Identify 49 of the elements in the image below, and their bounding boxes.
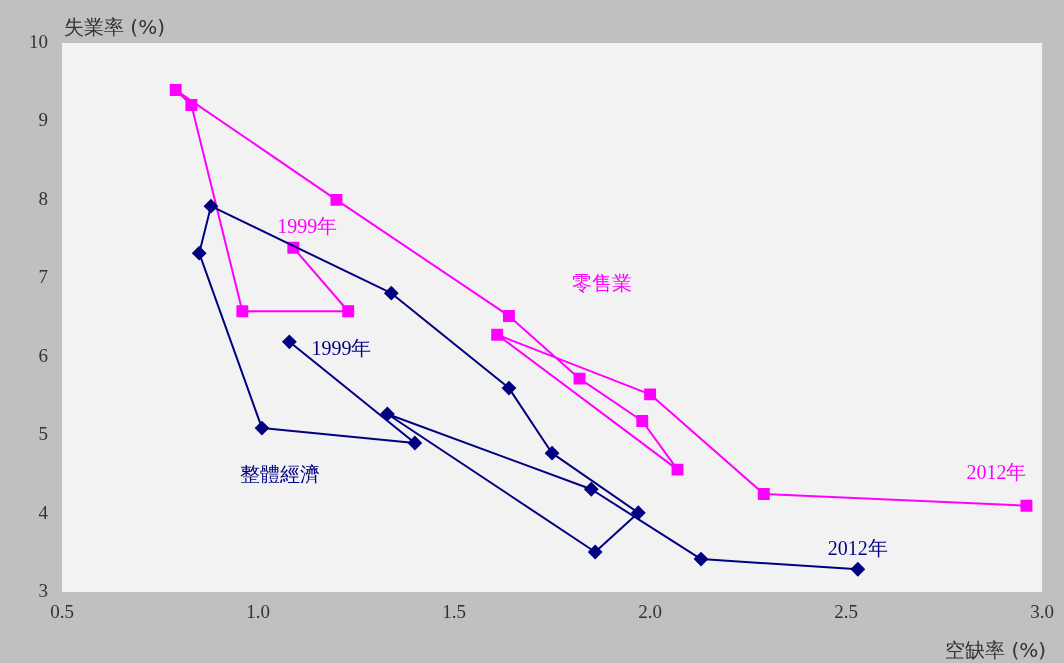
point: [203, 199, 218, 214]
y-tick-label: 6: [38, 344, 48, 366]
annotation: 1999年: [311, 337, 372, 360]
point: [757, 488, 770, 500]
point: [192, 246, 207, 261]
point: [545, 446, 560, 461]
point: [282, 334, 297, 349]
point: [342, 305, 355, 318]
y-tick-label: 5: [38, 423, 48, 445]
x-tick-label: 2.5: [834, 601, 858, 623]
y-tick-label: 9: [38, 109, 48, 131]
point: [380, 406, 395, 421]
annotation: 1999年: [277, 214, 338, 237]
point: [694, 552, 709, 567]
point: [330, 193, 343, 206]
point: [644, 388, 657, 401]
x-tick-label: 3.0: [1030, 601, 1054, 623]
point: [491, 328, 504, 341]
y-tick-label: 3: [38, 579, 48, 601]
text: 零售業: [571, 270, 632, 295]
point: [850, 562, 865, 577]
annotation: 2012年: [966, 460, 1027, 483]
point: [254, 421, 269, 436]
x-tick-label: 2.0: [638, 601, 662, 623]
y-axis-title: 失業率 (%): [64, 15, 165, 40]
x-tick-label: 1.5: [442, 601, 466, 623]
y-tick-label: 4: [38, 501, 49, 523]
point: [1020, 499, 1033, 512]
y-tick-label: 7: [38, 266, 48, 288]
x-axis-title: 空缺率 (%): [945, 638, 1047, 663]
point: [636, 415, 649, 427]
point: [501, 381, 516, 396]
point: [671, 463, 684, 476]
point: [631, 505, 646, 520]
point: [502, 309, 515, 322]
x-tick-label: 1.0: [246, 601, 270, 623]
y-tick-label: 10: [29, 30, 48, 52]
point: [588, 545, 603, 559]
point: [169, 84, 182, 97]
point: [407, 435, 422, 450]
point: [236, 305, 249, 318]
y-tick-label: 8: [38, 187, 48, 209]
annotation: 2012年: [827, 536, 888, 559]
point: [185, 99, 198, 111]
point: [584, 482, 599, 497]
point: [573, 372, 586, 385]
series-label: 整體經濟: [239, 462, 320, 487]
point: [384, 286, 399, 301]
x-tick-label: 0.5: [50, 601, 74, 623]
